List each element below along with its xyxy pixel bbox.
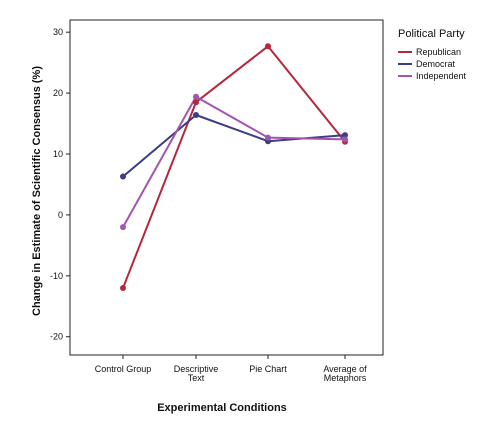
democrat-data-point [120, 173, 126, 180]
independent-data-point [265, 134, 271, 141]
plot-frame [69, 19, 384, 356]
y-tick-label: 0 [58, 210, 63, 220]
independent-data-point [120, 224, 126, 231]
legend: Political Party Republican Democrat Indepe… [398, 28, 467, 81]
y-tick-label: 20 [53, 88, 63, 98]
x-tick-label: Control Group [95, 364, 152, 374]
legend-title: Political Party [398, 28, 465, 40]
independent-data-point [193, 93, 199, 100]
y-axis-title: Change in Estimate of Scientific Consens… [31, 66, 43, 316]
republican-legend-label: Republican [416, 47, 461, 57]
democrat-data-point [342, 132, 348, 139]
x-axis-title: Experimental Conditions [157, 402, 287, 414]
plot-border [69, 19, 384, 356]
democrat-data-point [193, 112, 199, 118]
series-lines [122, 45, 346, 289]
independent-series-line [122, 95, 346, 228]
x-tick-label: Descriptive Text [174, 364, 219, 383]
independent-data-point [342, 136, 348, 143]
y-axis: 30 20 10 0 -10 -20 [50, 27, 70, 342]
republican-series-line [122, 45, 346, 289]
x-axis: Control Group Descriptive Text Pie Chart Ave… [95, 355, 367, 383]
y-tick-label: -20 [50, 332, 63, 342]
independent-legend-label: Independent [416, 71, 467, 81]
y-tick-label: 10 [53, 149, 63, 159]
republican-data-point [120, 285, 126, 291]
democrat-legend-label: Democrat [416, 59, 456, 69]
y-tick-label: 30 [53, 27, 63, 37]
y-tick-label: -10 [50, 271, 63, 281]
republican-data-point [193, 99, 199, 106]
series-points [120, 43, 348, 291]
x-tick-label: Average of Metaphors [323, 364, 367, 383]
republican-data-point [265, 43, 271, 50]
x-tick-label: Pie Chart [249, 364, 287, 374]
